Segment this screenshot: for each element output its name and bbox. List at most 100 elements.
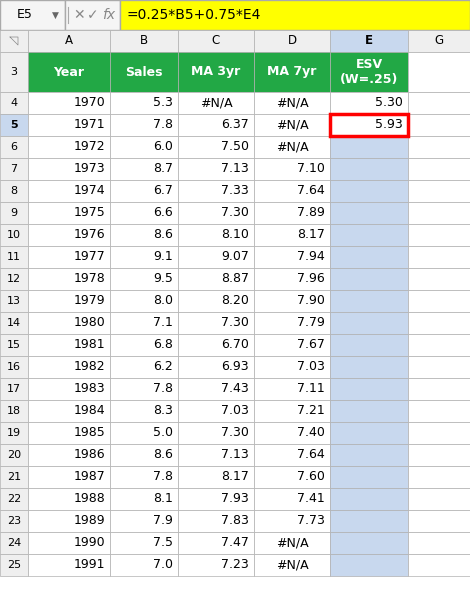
Text: 5.93: 5.93 [375, 118, 403, 131]
Bar [330, 400, 408, 422]
Text: B: B [140, 34, 148, 47]
Text: 9.07: 9.07 [221, 251, 249, 264]
Bar [408, 52, 470, 92]
Bar [408, 114, 470, 136]
Bar [178, 378, 254, 400]
Bar [110, 202, 178, 224]
Bar [0, 290, 28, 312]
Text: 7.89: 7.89 [297, 206, 325, 219]
Text: 7.79: 7.79 [297, 317, 325, 330]
Text: 8.17: 8.17 [297, 229, 325, 241]
Bar [178, 52, 254, 92]
Text: 8.6: 8.6 [153, 448, 173, 461]
Bar [254, 224, 330, 246]
Text: #N/A: #N/A [276, 140, 308, 153]
Text: 7.21: 7.21 [297, 405, 325, 418]
Bar [110, 52, 178, 92]
Text: 3: 3 [10, 67, 17, 77]
Bar [178, 224, 254, 246]
Bar [254, 202, 330, 224]
Bar [178, 312, 254, 334]
Bar [28, 202, 110, 224]
Bar [330, 246, 408, 268]
Bar [408, 312, 470, 334]
Bar [408, 444, 470, 466]
Bar [408, 422, 470, 444]
Text: 7.11: 7.11 [297, 383, 325, 395]
Text: 7.64: 7.64 [297, 185, 325, 198]
Text: 5.3: 5.3 [153, 97, 173, 110]
Bar [110, 400, 178, 422]
Bar [110, 268, 178, 290]
Bar [110, 334, 178, 356]
Text: 7.94: 7.94 [297, 251, 325, 264]
Text: #N/A: #N/A [276, 537, 308, 549]
Bar [28, 136, 110, 158]
Bar [28, 158, 110, 180]
Bar [330, 532, 408, 554]
Text: 7.83: 7.83 [221, 514, 249, 527]
Text: 25: 25 [7, 560, 21, 570]
Bar [110, 444, 178, 466]
Bar [330, 92, 408, 114]
Bar [330, 30, 408, 52]
Bar [254, 334, 330, 356]
Bar [28, 510, 110, 532]
Bar [330, 554, 408, 576]
Text: 1980: 1980 [73, 317, 105, 330]
Bar [254, 444, 330, 466]
Bar [408, 180, 470, 202]
Bar [28, 400, 110, 422]
Text: Sales: Sales [125, 65, 163, 78]
Text: 8.17: 8.17 [221, 471, 249, 484]
Bar [110, 158, 178, 180]
Bar [330, 114, 408, 136]
Text: 14: 14 [7, 318, 21, 328]
Text: 7.13: 7.13 [221, 163, 249, 176]
Bar [28, 554, 110, 576]
Bar [408, 554, 470, 576]
Bar [330, 224, 408, 246]
Text: 7.67: 7.67 [297, 339, 325, 352]
Bar [178, 92, 254, 114]
Bar [178, 202, 254, 224]
Bar [28, 532, 110, 554]
Text: 5.30: 5.30 [375, 97, 403, 110]
Bar [330, 312, 408, 334]
Bar [0, 466, 28, 488]
Bar [110, 422, 178, 444]
Bar [408, 268, 470, 290]
Text: #N/A: #N/A [276, 118, 308, 131]
Text: 1982: 1982 [73, 360, 105, 373]
Bar [254, 136, 330, 158]
Bar [254, 246, 330, 268]
Text: 6.6: 6.6 [153, 206, 173, 219]
Bar [330, 114, 408, 136]
Text: #N/A: #N/A [200, 97, 232, 110]
Text: 7.8: 7.8 [153, 471, 173, 484]
Bar [110, 312, 178, 334]
Text: 18: 18 [7, 406, 21, 416]
Bar [254, 400, 330, 422]
Text: G: G [434, 34, 444, 47]
Text: 1987: 1987 [73, 471, 105, 484]
Text: 7.8: 7.8 [153, 118, 173, 131]
Bar [254, 554, 330, 576]
Text: 12: 12 [7, 274, 21, 284]
Text: MA 7yr: MA 7yr [267, 65, 317, 78]
Text: A: A [65, 34, 73, 47]
Bar [408, 224, 470, 246]
Bar [0, 30, 28, 52]
Text: 1977: 1977 [73, 251, 105, 264]
Text: D: D [288, 34, 297, 47]
Text: 7.93: 7.93 [221, 493, 249, 506]
Bar [254, 312, 330, 334]
Text: 21: 21 [7, 472, 21, 482]
Bar [254, 30, 330, 52]
Bar [28, 114, 110, 136]
Text: 9.1: 9.1 [153, 251, 173, 264]
Text: 22: 22 [7, 494, 21, 504]
Text: 11: 11 [7, 252, 21, 262]
Text: 6.7: 6.7 [153, 185, 173, 198]
Bar [110, 532, 178, 554]
